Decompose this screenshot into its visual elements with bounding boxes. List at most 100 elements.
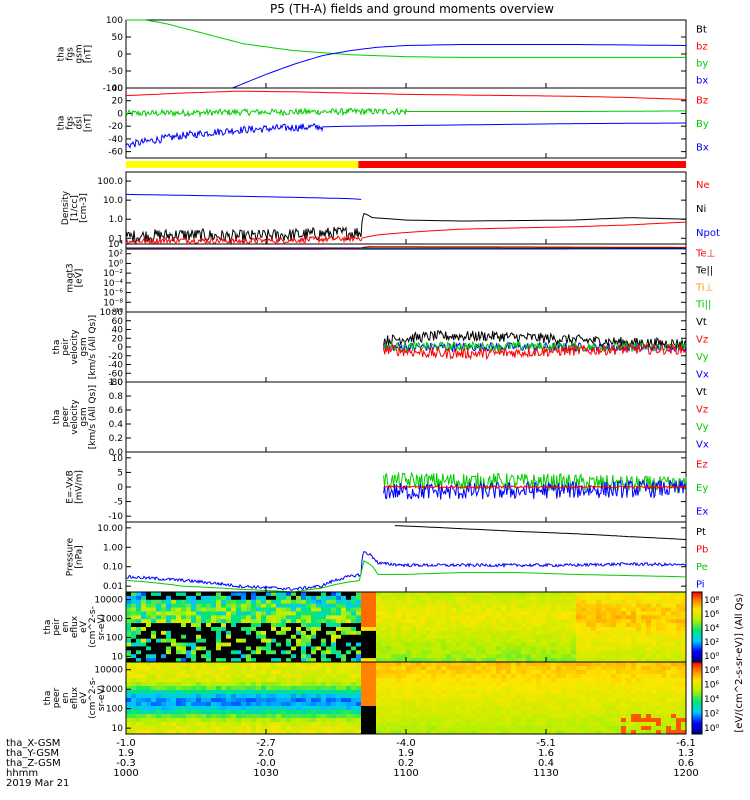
peer_en_eflux-cell [231, 698, 237, 703]
peir_en_eflux-cell [436, 658, 442, 663]
peir_en_eflux-cell [231, 630, 237, 636]
peir_en_eflux-cell [451, 615, 457, 620]
peir_en_eflux-cell [401, 592, 407, 597]
peir_en_eflux-cell [651, 619, 657, 624]
colorbar-cell [692, 701, 702, 704]
peir_en_eflux-cell [561, 630, 567, 636]
peir_en_eflux-cell [366, 607, 372, 612]
peir_en_eflux-cell [186, 650, 192, 655]
peir_en_eflux-cell [236, 634, 242, 640]
peer_en_eflux-cell [651, 694, 657, 699]
peer_en_eflux-cell [186, 682, 192, 687]
peer_en_eflux-cell [601, 722, 607, 727]
colorbar-cell [692, 628, 702, 631]
peer_en_eflux-cell [336, 674, 342, 679]
peer_en_eflux-cell [226, 674, 232, 679]
peir_en_eflux-cell [401, 603, 407, 608]
peer_en_eflux-cell [626, 662, 632, 667]
colorbar-cell [692, 687, 702, 690]
pressure-series-1 [125, 551, 687, 591]
peer_en_eflux-cell [161, 714, 167, 719]
peer_en_eflux-cell [211, 694, 217, 699]
peir_en_eflux-cell [361, 611, 367, 616]
peir_en_eflux-cell [441, 607, 447, 612]
peer_en_eflux-cell [376, 726, 382, 731]
peir_en_eflux-cell [636, 603, 642, 608]
peir_en_eflux-cell [236, 619, 242, 624]
peer_en_eflux-cell [511, 702, 517, 707]
peir_en_eflux-cell [586, 642, 592, 647]
peir_en_eflux-cell [181, 642, 187, 647]
peir_en_eflux-cell [371, 595, 377, 601]
peer_en_eflux-cell [211, 698, 217, 703]
peir_en_eflux-cell [301, 650, 307, 655]
peir_en_eflux-cell [281, 595, 287, 601]
peer_en_eflux-cell [321, 690, 327, 695]
peer_en_eflux-cell [271, 666, 277, 671]
peir_en_eflux-cell [446, 642, 452, 647]
peir_en_eflux-cell [476, 611, 482, 616]
peer_en_eflux-cell [586, 694, 592, 699]
peer_en_eflux-cell [296, 702, 302, 707]
peer_en_eflux-cell [186, 690, 192, 695]
fgs-ytick-label: 100 [106, 16, 123, 26]
peir_en_eflux-cell [201, 595, 207, 601]
peir_en_eflux-cell [386, 595, 392, 601]
peir_en_eflux-cell [321, 638, 327, 643]
peer_en_eflux-cell [566, 666, 572, 671]
peer_en_eflux-cell [281, 702, 287, 707]
peer_en_eflux-cell [651, 678, 657, 683]
peir_en_eflux-cell [341, 630, 347, 636]
peer_en_eflux-cell [396, 686, 402, 691]
peir_en_eflux-cell [571, 607, 577, 612]
peir_en_eflux-cell [656, 603, 662, 608]
peer_en_eflux-cell [631, 674, 637, 679]
peir_en_eflux-cell [451, 654, 457, 659]
peir_en_eflux-cell [216, 623, 222, 628]
peer_en_eflux-cell [461, 718, 467, 723]
peer_en_eflux-cell [521, 714, 527, 719]
peir_en_eflux-cell [281, 599, 287, 605]
peir_en_eflux-cell [526, 603, 532, 608]
peir_en_eflux-cell [366, 646, 372, 651]
colorbar-cell [692, 646, 702, 649]
peer_en_eflux-ylabel-line: en [61, 692, 71, 703]
peir_en_eflux-cell [546, 654, 552, 659]
peir_en_eflux-cell [131, 646, 137, 651]
peir_en_eflux-cell [346, 595, 352, 601]
peir_en_eflux-cell [381, 650, 387, 655]
peir_en_eflux-cell [631, 615, 637, 620]
peir_en_eflux-cell [231, 603, 237, 608]
peir_en_eflux-cell [191, 603, 197, 608]
peir_en_eflux-cell [426, 607, 432, 612]
peer_en_eflux-cell [311, 670, 317, 675]
peer_en_eflux-cell [306, 718, 312, 723]
peer_en_eflux-cell [471, 714, 477, 719]
colorbar-cell [692, 599, 702, 602]
peir_en_eflux-cell [301, 638, 307, 643]
peir_en_eflux-cell [351, 611, 357, 616]
peir_en_eflux-cell [576, 654, 582, 659]
peer_en_eflux-cell [561, 722, 567, 727]
peer_en_eflux-cell [151, 714, 157, 719]
peir_en_eflux-cell [426, 603, 432, 608]
peer_en_eflux-cell [451, 726, 457, 731]
peir_en_eflux-cell [521, 650, 527, 655]
peer_en_eflux-cell [266, 714, 272, 719]
peir_en_eflux-cell [376, 607, 382, 612]
peir_en_eflux-cell [251, 646, 257, 651]
peir_en_eflux-cell [456, 646, 462, 651]
peer_en_eflux-cell [406, 718, 412, 723]
x-tick-value-1-2: -0.0 [256, 758, 276, 769]
peir_en_eflux-cell [471, 646, 477, 651]
peer_en_eflux-cell [236, 678, 242, 683]
peer_en_eflux-cell [481, 682, 487, 687]
peer_en_eflux-cell [581, 686, 587, 691]
peir_en_eflux-cell [201, 611, 207, 616]
peer_en_eflux-cell [201, 690, 207, 695]
colorbar-tick-label: 10⁶ [704, 681, 719, 691]
peir_en_eflux-cell [646, 654, 652, 659]
peir_en_eflux-cell [161, 611, 167, 616]
peir_en_eflux-cell [271, 646, 277, 651]
peer_en_eflux-cell [341, 674, 347, 679]
